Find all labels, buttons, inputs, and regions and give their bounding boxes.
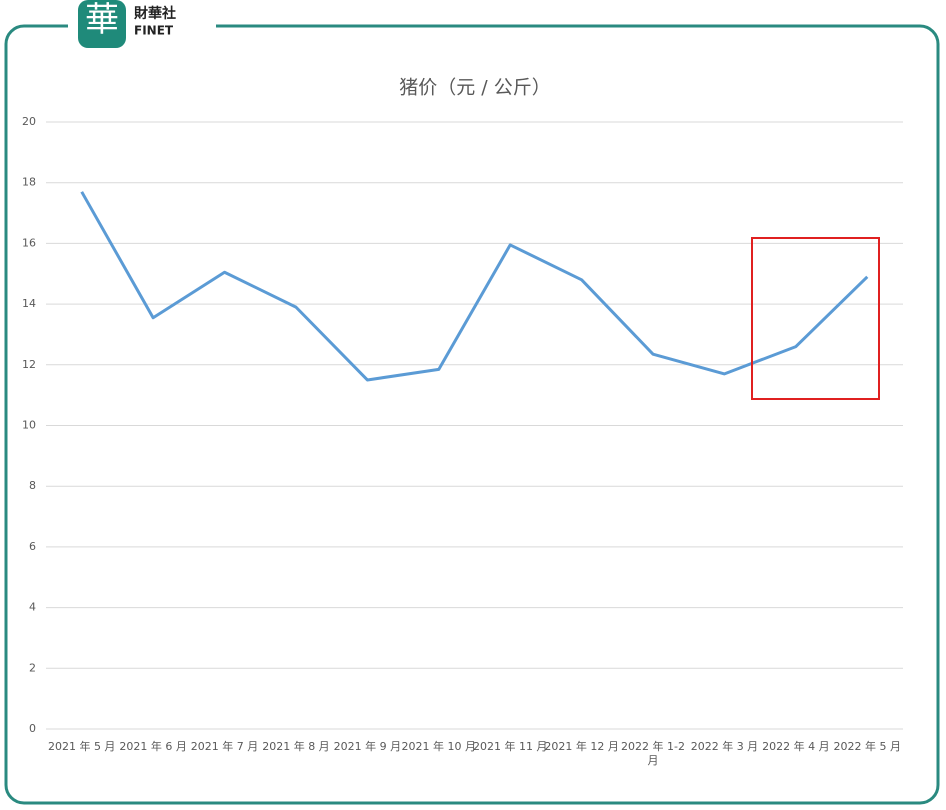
x-tick-label-box: 2021 年 9 月 (333, 740, 402, 753)
highlight-box (751, 237, 880, 400)
y-tick-label: 4 (29, 601, 36, 614)
y-tick-label: 16 (22, 236, 36, 249)
chart-title: 猪价（元 / 公斤） (399, 77, 550, 99)
x-tick-label-box: 2021 年 5 月 (47, 740, 116, 753)
logo-name: 財華社 (133, 5, 176, 22)
x-tick-label-box: 2021 年 11 月 (472, 740, 548, 753)
y-tick-label: 18 (22, 176, 36, 189)
x-tick-label-box: 2021 年 6 月 (119, 740, 187, 753)
x-tick-label-box: 2021 年 12 月 (544, 740, 619, 753)
x-tick-label: 2022 年 1-2 月 (621, 740, 686, 767)
x-tick-label: 2021 年 5 月 (47, 740, 116, 753)
x-tick-label: 2021 年 8 月 (262, 740, 330, 753)
x-tick-label-box: 2021 年 10 月 (401, 740, 477, 753)
y-tick-label: 20 (22, 115, 36, 128)
y-tick-label: 8 (29, 479, 36, 492)
data-line (80, 191, 869, 382)
x-tick-label: 2022 年 4 月 (762, 740, 830, 753)
x-tick-label: 2022 年 3 月 (690, 740, 759, 753)
y-tick-label: 6 (29, 540, 36, 553)
y-tick-label: 14 (22, 297, 36, 310)
x-tick-label-box: 2022 年 5 月 (833, 740, 902, 753)
y-tick-label: 0 (29, 722, 36, 735)
y-tick-label: 12 (22, 358, 36, 371)
logo-sub: FINET (134, 24, 174, 38)
x-tick-label-box: 2022 年 1-2 月 (621, 740, 686, 767)
frame (4, 24, 940, 805)
y-tick-label: 10 (22, 419, 36, 432)
logo-mark: 華 (85, 0, 119, 40)
y-tick-label: 2 (29, 661, 36, 674)
x-tick-label: 2021 年 12 月 (544, 740, 619, 753)
x-tick-label-box: 2021 年 8 月 (262, 740, 330, 753)
x-tick-label-box: 2022 年 4 月 (762, 740, 830, 753)
x-tick-label: 2021 年 6 月 (119, 740, 187, 753)
x-tick-label-box: 2022 年 3 月 (690, 740, 759, 753)
x-tick-label: 2021 年 9 月 (333, 740, 402, 753)
x-tick-label: 2021 年 7 月 (190, 740, 259, 753)
logo-badge (78, 0, 126, 48)
x-tick-label-box: 2021 年 7 月 (190, 740, 259, 753)
x-tick-label: 2022 年 5 月 (833, 740, 902, 753)
x-tick-label: 2021 年 11 月 (472, 740, 548, 753)
x-tick-label: 2021 年 10 月 (401, 740, 477, 753)
